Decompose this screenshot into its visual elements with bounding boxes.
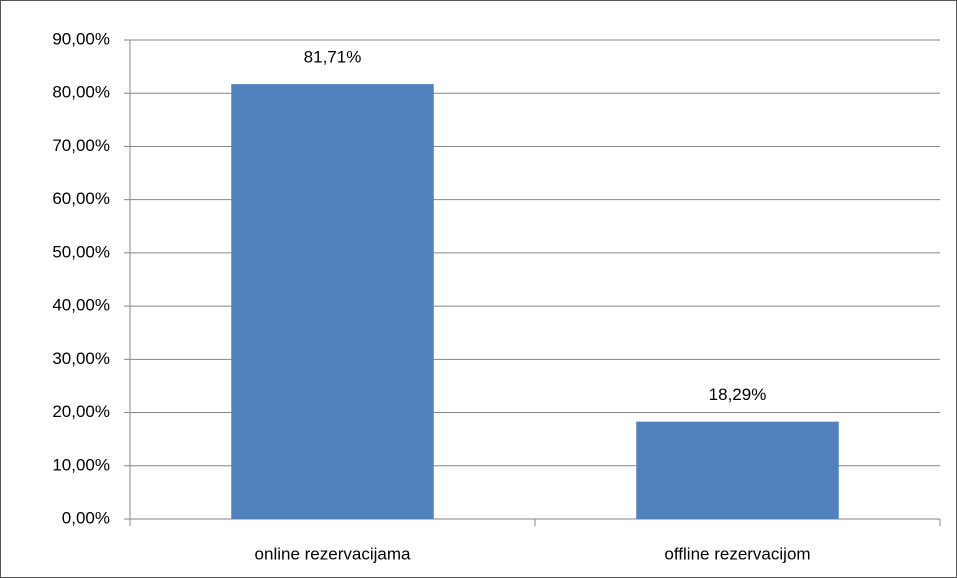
y-tick-label: 60,00% <box>52 189 110 208</box>
x-tick-label: offline rezervacijom <box>664 544 810 563</box>
data-label: 81,71% <box>304 48 362 67</box>
x-tick-label: online rezervacijama <box>255 544 411 563</box>
y-tick-label: 50,00% <box>52 242 110 261</box>
y-tick-label: 20,00% <box>52 402 110 421</box>
y-tick-label: 90,00% <box>52 29 110 48</box>
y-tick-label: 10,00% <box>52 455 110 474</box>
bar <box>636 421 839 519</box>
data-label: 18,29% <box>709 385 767 404</box>
bar <box>231 84 434 520</box>
y-tick-label: 40,00% <box>52 296 110 315</box>
y-tick-label: 70,00% <box>52 136 110 155</box>
y-tick-label: 30,00% <box>52 349 110 368</box>
y-tick-label: 0,00% <box>62 508 110 527</box>
y-tick-label: 80,00% <box>52 83 110 102</box>
